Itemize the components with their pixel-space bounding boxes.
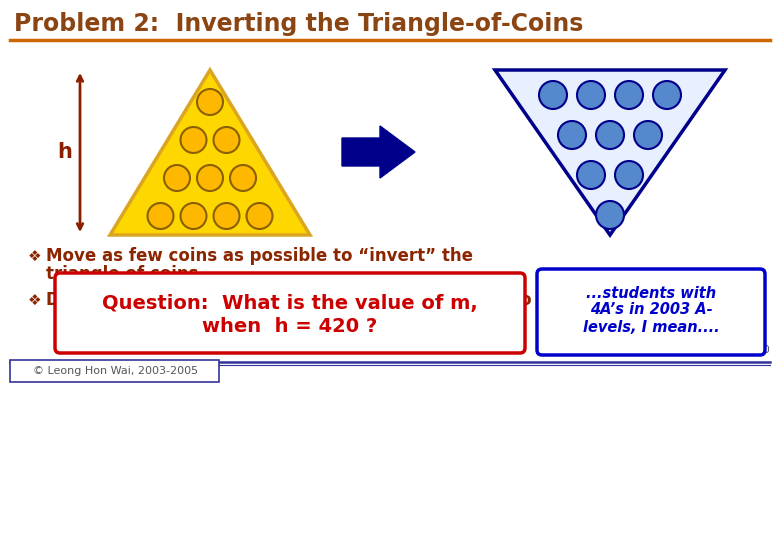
Circle shape (230, 165, 256, 191)
Text: Problem 2:  Inverting the Triangle-of-Coins: Problem 2: Inverting the Triangle-of-Coi… (14, 12, 583, 36)
Circle shape (147, 203, 173, 229)
Text: ❖: ❖ (28, 248, 41, 264)
Circle shape (214, 127, 239, 153)
Circle shape (615, 161, 643, 189)
Circle shape (577, 161, 605, 189)
Text: (Problem Solving) Page 10: (Problem Solving) Page 10 (623, 345, 770, 355)
Circle shape (596, 121, 624, 149)
Circle shape (180, 203, 207, 229)
Circle shape (246, 203, 272, 229)
Circle shape (180, 127, 207, 153)
Circle shape (615, 81, 643, 109)
Text: when  h = 420 ?: when h = 420 ? (202, 316, 378, 335)
Text: triangle of coins: triangle of coins (46, 265, 198, 283)
Polygon shape (495, 70, 725, 235)
Text: © Leong Hon Wai, 2003-2005: © Leong Hon Wai, 2003-2005 (34, 366, 199, 376)
Circle shape (596, 201, 624, 229)
Polygon shape (110, 70, 310, 235)
Circle shape (634, 121, 662, 149)
Text: 4A’s in 2003 A-: 4A’s in 2003 A- (590, 302, 712, 318)
Circle shape (577, 81, 605, 109)
Circle shape (164, 165, 190, 191)
Circle shape (539, 81, 567, 109)
Text: levels, I mean....: levels, I mean.... (583, 320, 719, 334)
Circle shape (197, 89, 223, 115)
Text: ...students with: ...students with (586, 286, 716, 300)
Text: h: h (58, 143, 73, 163)
FancyBboxPatch shape (10, 360, 219, 382)
Circle shape (214, 203, 239, 229)
Circle shape (197, 165, 223, 191)
Text: Move as few coins as possible to “invert” the: Move as few coins as possible to “invert… (46, 247, 473, 265)
Text: ❖: ❖ (28, 293, 41, 307)
Text: Question:  What is the value of m,: Question: What is the value of m, (102, 294, 478, 313)
FancyBboxPatch shape (537, 269, 765, 355)
Text: Define h = “height of triangle”,   m = “# of coins to move”: Define h = “height of triangle”, m = “# … (46, 291, 600, 309)
Circle shape (558, 121, 586, 149)
Circle shape (653, 81, 681, 109)
FancyArrow shape (342, 126, 415, 178)
FancyBboxPatch shape (55, 273, 525, 353)
